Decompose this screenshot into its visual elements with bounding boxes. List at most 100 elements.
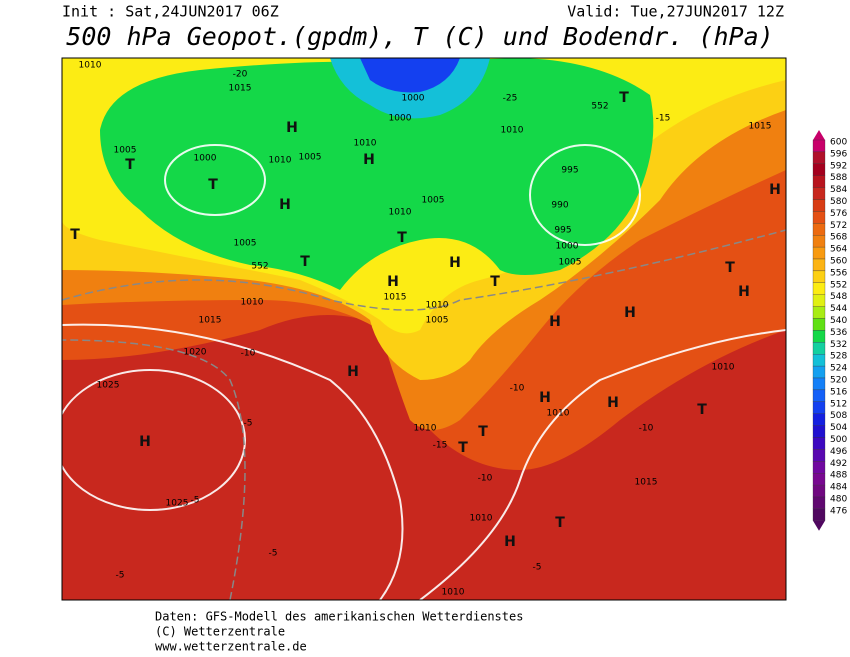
contour-label: 1000 (389, 114, 412, 124)
colorbar-label: 544 (830, 304, 847, 314)
isotherms (62, 229, 786, 600)
contour-label: 1015 (199, 316, 222, 326)
colorbar-label: 484 (830, 483, 847, 493)
contour-label: 1015 (635, 478, 658, 488)
contour-label: 1010 (354, 139, 377, 149)
colorbar-cell (812, 258, 826, 272)
contour-label: 1015 (229, 84, 252, 94)
pressure-center: H (279, 197, 291, 213)
pressure-center: T (300, 254, 310, 270)
colorbar-cell (812, 187, 826, 200)
colorbar-cell (812, 235, 826, 248)
pressure-center: H (347, 364, 359, 380)
contour-label: 1010 (501, 126, 524, 136)
colorbar-cell (812, 508, 826, 521)
colorbar-label: 564 (830, 245, 847, 255)
pressure-center: H (738, 284, 750, 300)
contour-label: 1020 (184, 348, 207, 358)
contour-label: 1010 (269, 156, 292, 166)
pressure-center: H (504, 534, 516, 550)
region-540 (100, 58, 654, 290)
colorbar-label: 576 (830, 209, 847, 219)
colorbar-label: 600 (830, 137, 847, 147)
contour-label: 1000 (556, 242, 579, 252)
contour-label: 1005 (234, 239, 257, 249)
colorbar-cell (812, 461, 826, 474)
colorbar-cell (812, 437, 826, 450)
footer-copyright: (C) Wetterzentrale (155, 625, 285, 639)
colorbar-label: 512 (830, 399, 847, 409)
pressure-center: T (208, 177, 218, 193)
valid-time: Valid: Tue,27JUN2017 12Z (567, 3, 784, 21)
pressure-center: H (139, 434, 151, 450)
colorbar-label: 592 (830, 161, 847, 171)
colorbar-label: 596 (830, 149, 847, 159)
colorbar-cell (812, 246, 826, 260)
contour-label: -10 (510, 384, 525, 394)
contour-label: 990 (551, 201, 568, 211)
colorbar-label: 504 (830, 423, 847, 433)
map-frame (61, 57, 787, 601)
colorbar-cell (812, 318, 826, 331)
colorbar-cell (812, 211, 826, 224)
contour-label: -5 (244, 419, 253, 429)
contour-label: -15 (656, 114, 671, 124)
contour-label: -20 (233, 70, 248, 80)
pressure-center: H (624, 305, 636, 321)
colorbar-label: 492 (830, 459, 847, 469)
contour-label: 1015 (384, 293, 407, 303)
contour-label: 1025 (166, 499, 189, 509)
contour-label: -10 (241, 349, 256, 359)
colorbar-cell (812, 199, 826, 212)
colorbar-top-arrow (813, 130, 825, 140)
contour-label: 1005 (114, 146, 137, 156)
contour-label: 1010 (547, 409, 570, 419)
colorbar-cell (812, 330, 826, 343)
colorbar-cell (812, 365, 826, 379)
pressure-center: T (478, 424, 488, 440)
contour-label: 1005 (559, 258, 582, 268)
colorbar-label: 476 (830, 506, 847, 516)
colorbar-cell (812, 175, 826, 188)
colorbar-label: 496 (830, 447, 847, 457)
contour-label: -10 (639, 424, 654, 434)
colorbar-cell (812, 449, 826, 462)
contour-label: -5 (191, 496, 200, 506)
pressure-center: T (70, 227, 80, 243)
colorbar-cell (812, 496, 826, 510)
colorbar-label: 588 (830, 173, 847, 183)
contour-label: -5 (269, 549, 278, 559)
contour-label: 552 (251, 262, 268, 272)
contour-label: -15 (433, 441, 448, 451)
colorbar-label: 536 (830, 328, 847, 338)
colorbar-label: 568 (830, 233, 847, 243)
colorbar-cell (812, 484, 826, 498)
colorbar-label: 580 (830, 197, 847, 207)
map (61, 57, 787, 601)
contour-label: 1010 (79, 61, 102, 71)
colorbar-label: 540 (830, 316, 847, 326)
colorbar-cell (812, 163, 826, 176)
contour-label: 1010 (426, 301, 449, 311)
contour-label: -25 (503, 94, 518, 104)
pressure-center: H (387, 274, 399, 290)
pressure-center: T (725, 260, 735, 276)
contour-label: 995 (561, 166, 578, 176)
colorbar-cell (812, 342, 826, 355)
colorbar-cell (812, 306, 826, 319)
contour-label: 1015 (749, 122, 772, 132)
region-512 (360, 58, 460, 93)
colorbar-label: 500 (830, 435, 847, 445)
contour-label: 995 (554, 226, 571, 236)
colorbar-label: 480 (830, 494, 847, 504)
colorbar-label: 532 (830, 340, 847, 350)
colorbar-label: 560 (830, 256, 847, 266)
map-title: 500 hPa Geopot.(gpdm), T (C) und Bodendr… (66, 22, 773, 51)
colorbar-label: 584 (830, 185, 847, 195)
colorbar-label: 524 (830, 364, 847, 374)
init-time: Init : Sat,24JUN2017 06Z (62, 3, 279, 21)
pressure-center: H (549, 314, 561, 330)
pressure-center: T (555, 515, 565, 531)
contour-label: -5 (533, 563, 542, 573)
